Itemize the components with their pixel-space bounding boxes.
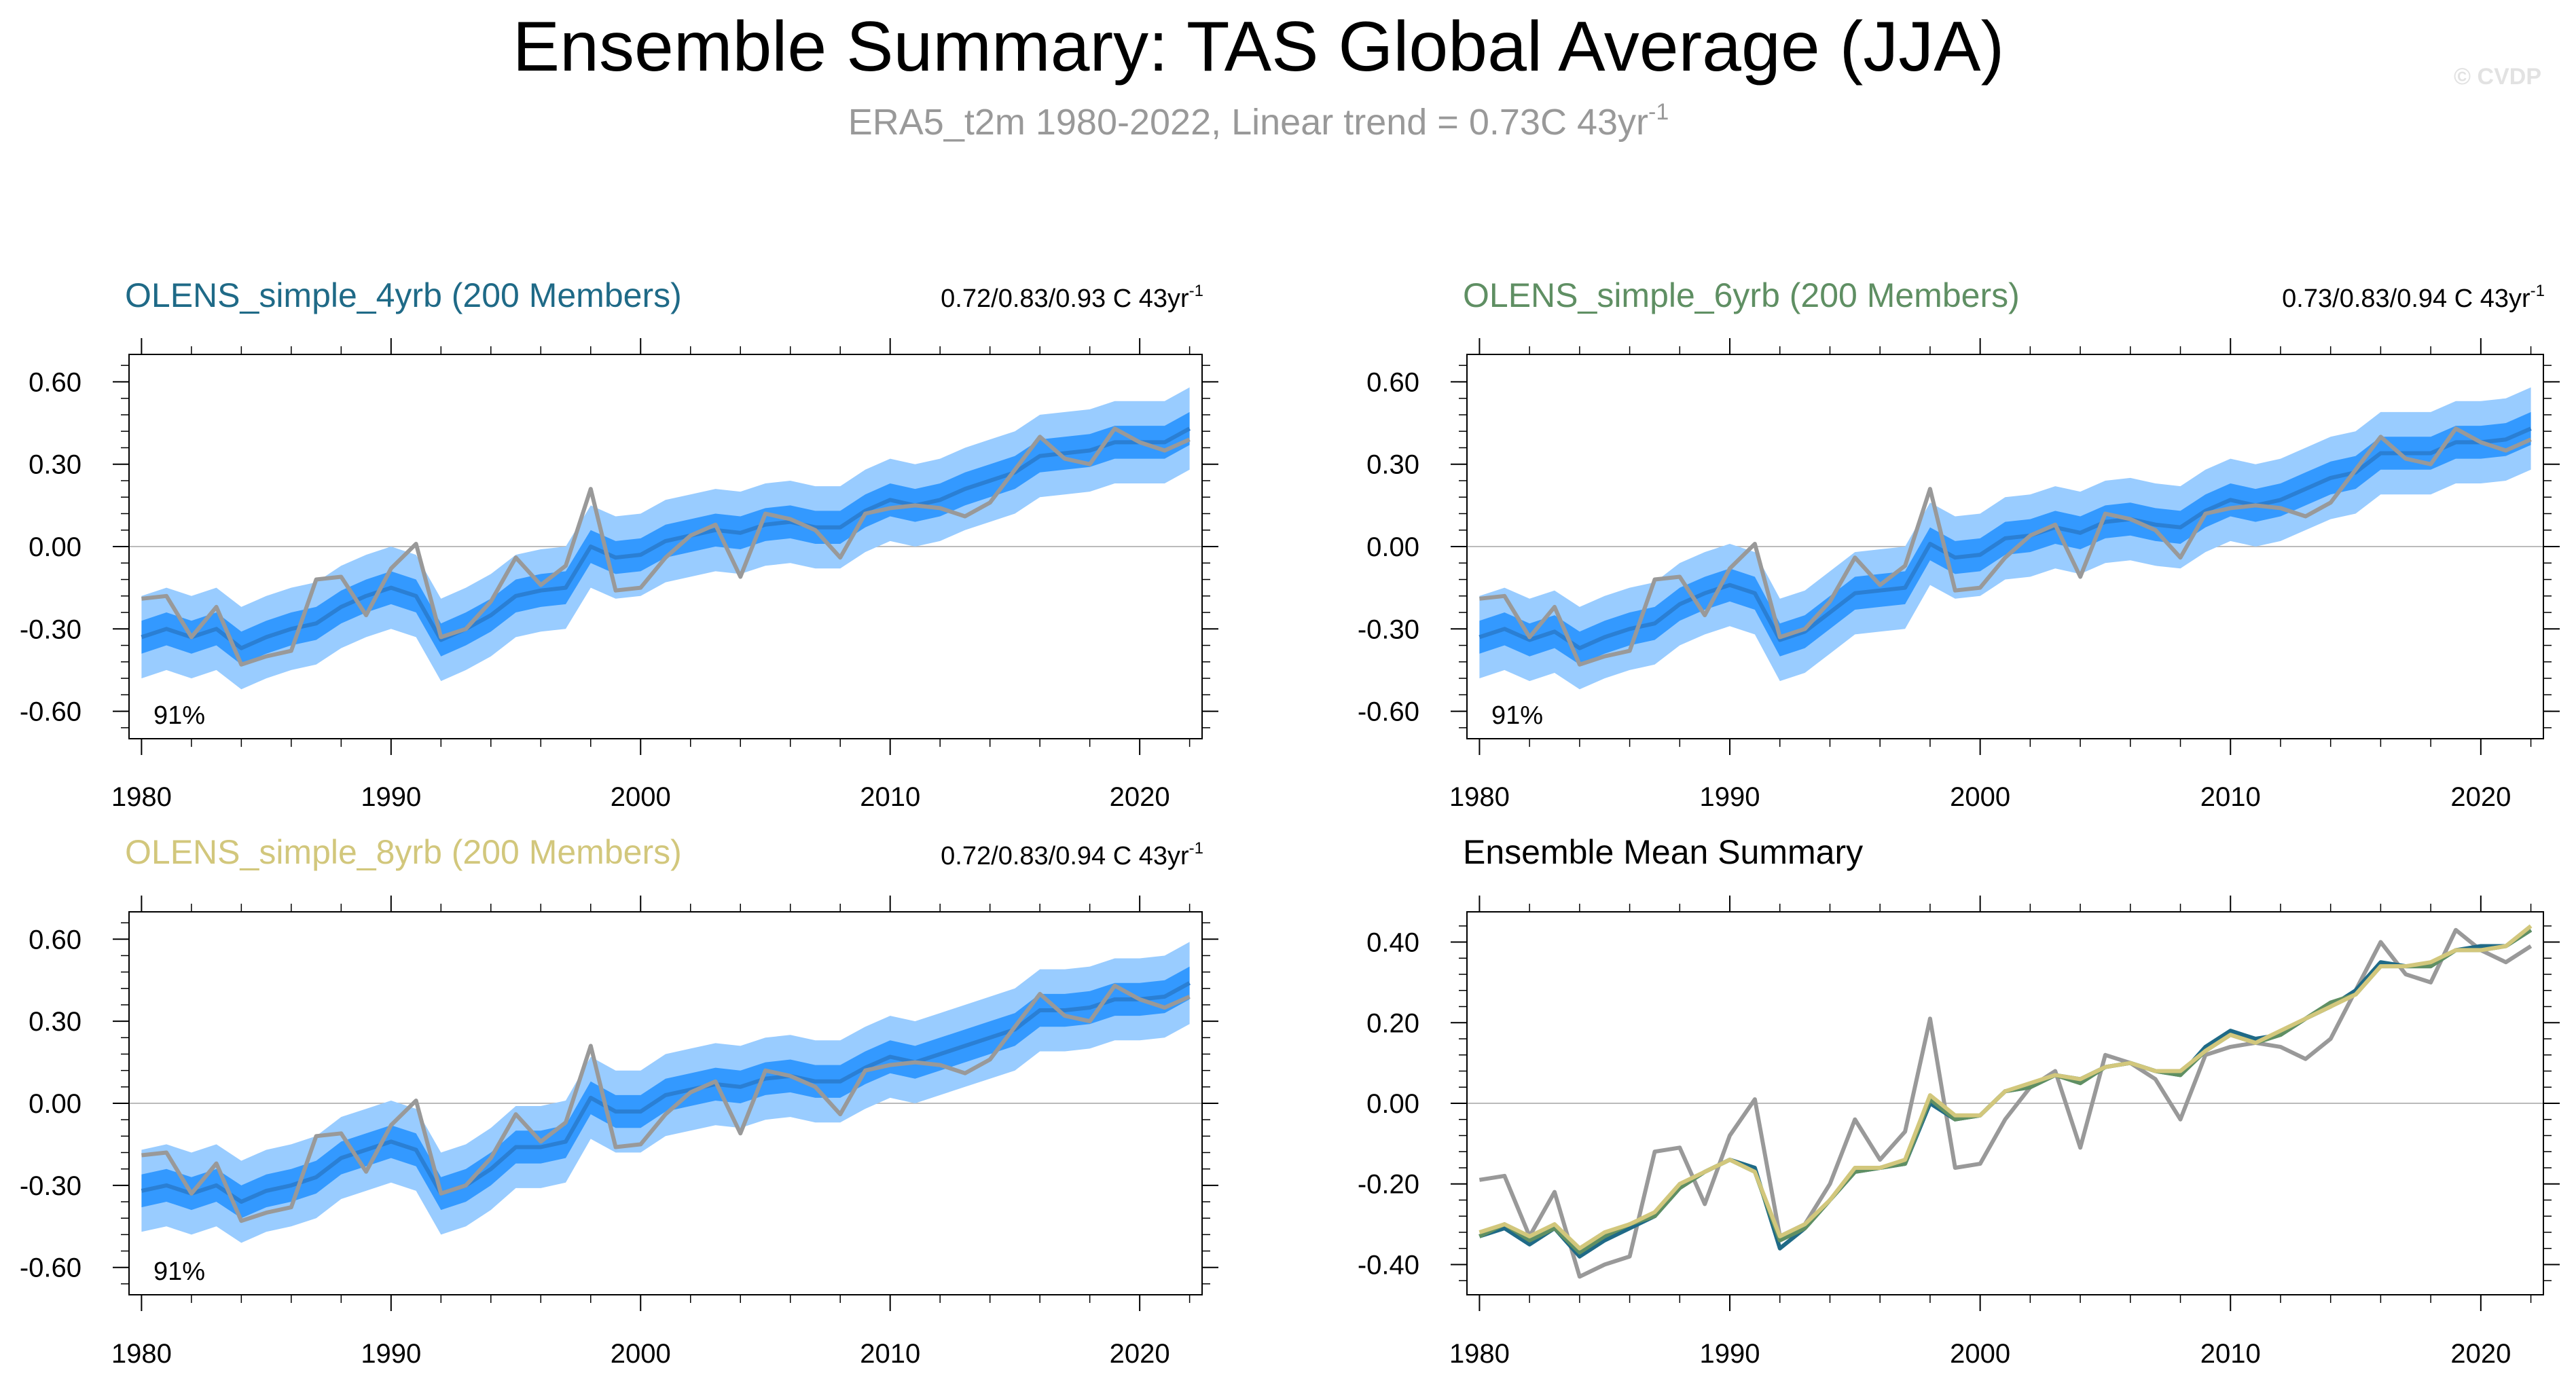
x-tick-label: 1990 [1700, 1339, 1760, 1369]
trend-superscript: -1 [1189, 839, 1203, 858]
x-tick-label: 2020 [1110, 1339, 1170, 1369]
observation-line [1479, 426, 2532, 667]
y-tick-label: 0.40 [1366, 928, 1419, 958]
x-tick-label: 2020 [2450, 782, 2511, 812]
x-tick-label: 1980 [1449, 782, 1510, 812]
x-tick-label: 1980 [111, 1339, 172, 1369]
x-tick-label: 1990 [361, 782, 421, 812]
y-tick-label: 0.00 [29, 532, 81, 562]
y-tick-label: -0.60 [20, 1253, 81, 1283]
x-tick-label: 2000 [1950, 1339, 2010, 1369]
x-tick-label: 2000 [611, 1339, 671, 1369]
panel-title: OLENS_simple_4yrb (200 Members) [125, 276, 682, 314]
x-tick-label: 2010 [860, 782, 920, 812]
x-tick-label: 1980 [1449, 1339, 1510, 1369]
inner-spread-band [141, 966, 1190, 1219]
trend-label: 0.72/0.83/0.93 C 43yr-1 [941, 282, 1203, 313]
observation-line [141, 983, 1191, 1223]
y-tick-label: -0.60 [1358, 697, 1419, 727]
y-tick-label: 0.00 [1366, 532, 1419, 562]
panel-title: OLENS_simple_8yrb (200 Members) [125, 833, 682, 871]
x-tick-label: 2020 [2450, 1339, 2511, 1369]
y-tick-label: 0.30 [29, 1007, 81, 1037]
trend-value: 0.73/0.83/0.94 C 43yr [2282, 284, 2530, 313]
trend-superscript: -1 [2530, 282, 2545, 300]
x-tick-label: 2010 [2200, 782, 2261, 812]
y-tick-label: 0.60 [29, 925, 81, 955]
watermark: © CVDP [2454, 64, 2541, 90]
inner-spread-band [141, 411, 1190, 665]
percent-label: 91% [1491, 701, 1543, 730]
x-tick-label: 1980 [111, 782, 172, 812]
figure-title: Ensemble Summary: TAS Global Average (JJ… [513, 7, 2004, 86]
trend-superscript: -1 [1189, 282, 1203, 300]
x-tick-label: 2000 [611, 782, 671, 812]
y-tick-label: -0.30 [20, 1171, 81, 1201]
y-tick-label: -0.60 [20, 697, 81, 727]
trend-label: 0.73/0.83/0.94 C 43yr-1 [2282, 282, 2545, 313]
panels: 91%0.72/0.83/0.93 C 43yr-1-0.60-0.300.00… [20, 276, 2560, 1369]
y-tick-label: 0.00 [29, 1089, 81, 1119]
panel-bottom-right: -0.40 -0.20 0.00 0.20 0.40 1980 1990 2000 2010 20… [1358, 833, 2560, 1369]
subtitle-main: ERA5_t2m 1980-2022, Linear trend = 0.73C… [848, 102, 1648, 143]
y-tick-label: 0.30 [1366, 450, 1419, 480]
y-tick-label: 0.20 [1366, 1008, 1419, 1038]
x-tick-label: 2000 [1950, 782, 2010, 812]
panel-top-right: 91% 0.73/0.83/0.94 C 43yr-1 -0.60 -0.30 0.00… [1358, 276, 2560, 812]
percent-label: 91% [153, 701, 205, 730]
figure-subtitle: ERA5_t2m 1980-2022, Linear trend = 0.73C… [848, 99, 1669, 143]
panel-title: Ensemble Mean Summary [1463, 833, 1863, 871]
panel-top-left: 91% 0.72/0.83/0.93 C 43yr-1 -0.60 -0.30 0.00… [20, 276, 1218, 812]
percent-label: 91% [153, 1257, 205, 1286]
x-tick-label: 1990 [361, 1339, 421, 1369]
x-tick-label: 2010 [2200, 1339, 2261, 1369]
y-tick-label: 0.00 [1366, 1089, 1419, 1119]
y-tick-label: -0.30 [1358, 614, 1419, 644]
y-tick-label: -0.40 [1358, 1250, 1419, 1280]
trend-value: 0.72/0.83/0.93 C 43yr [941, 284, 1189, 313]
x-tick-label: 2010 [860, 1339, 920, 1369]
y-tick-label: -0.30 [20, 614, 81, 644]
observation-line [141, 426, 1191, 667]
trend-value: 0.72/0.83/0.94 C 43yr [941, 842, 1189, 870]
subtitle-superscript: -1 [1648, 99, 1669, 125]
x-tick-label: 2020 [1110, 782, 1170, 812]
trend-label: 0.72/0.83/0.94 C 43yr-1 [941, 839, 1203, 870]
y-tick-label: 0.60 [29, 367, 81, 397]
panel-title: OLENS_simple_6yrb (200 Members) [1463, 276, 2020, 314]
y-tick-label: 0.30 [29, 450, 81, 480]
y-tick-label: -0.20 [1358, 1170, 1419, 1200]
series-line-8yrb [1479, 924, 2533, 1251]
panel-bottom-left: 91% 0.72/0.83/0.94 C 43yr-1 -0.60 -0.30 0.00… [20, 833, 1218, 1369]
x-tick-label: 1990 [1700, 782, 1760, 812]
y-tick-label: 0.60 [1366, 367, 1419, 397]
